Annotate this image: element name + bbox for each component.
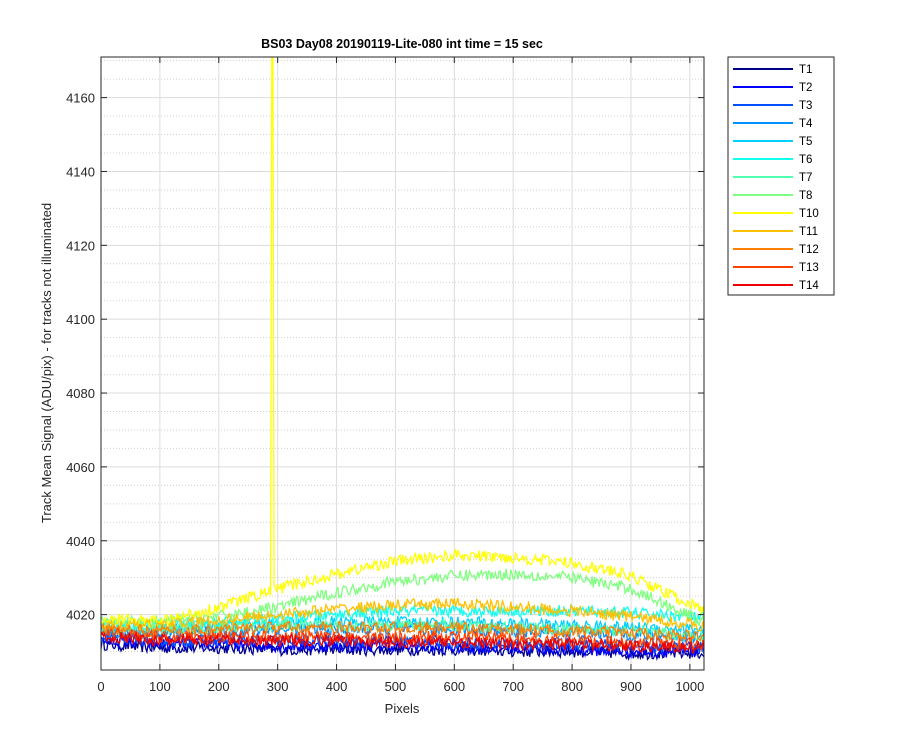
series-line-t7 bbox=[101, 617, 704, 645]
series-layer bbox=[101, 57, 704, 662]
major-gridlines bbox=[100, 57, 704, 670]
legend: T1 T2 T3 T4 T5 T6 T7 T8 T10 T11 T12 T13 T14 bbox=[727, 56, 835, 296]
y-tick-label: 4040 bbox=[66, 534, 95, 549]
x-tick-label: 0 bbox=[97, 679, 104, 694]
y-axis-ticks: 4020 4040 4060 4080 4100 4120 4140 4160 bbox=[66, 91, 704, 623]
legend-label-t10: T10 bbox=[799, 208, 819, 220]
x-axis-label: Pixels bbox=[385, 701, 420, 716]
y-tick-label: 4140 bbox=[66, 164, 95, 179]
x-tick-label: 600 bbox=[443, 679, 465, 694]
series-line-t14 bbox=[101, 631, 704, 655]
y-axis-label: Track Mean Signal (ADU/pix) - for tracks… bbox=[39, 203, 54, 523]
legend-label-t12: T12 bbox=[799, 244, 819, 256]
series-line-t4 bbox=[101, 621, 704, 645]
legend-label-t13: T13 bbox=[799, 262, 819, 274]
legend-label-t1: T1 bbox=[799, 64, 812, 76]
y-tick-label: 4080 bbox=[66, 386, 95, 401]
y-tick-label: 4020 bbox=[66, 608, 95, 623]
series-line-t12 bbox=[101, 619, 704, 643]
x-tick-label: 200 bbox=[208, 679, 230, 694]
x-tick-label: 1000 bbox=[675, 679, 704, 694]
legend-label-t3: T3 bbox=[799, 100, 812, 112]
x-tick-label: 400 bbox=[326, 679, 348, 694]
legend-label-t6: T6 bbox=[799, 154, 812, 166]
x-tick-label: 700 bbox=[502, 679, 524, 694]
legend-label-t5: T5 bbox=[799, 136, 812, 148]
legend-label-t8: T8 bbox=[799, 190, 812, 202]
x-tick-label: 900 bbox=[620, 679, 642, 694]
legend-label-t7: T7 bbox=[799, 172, 812, 184]
series-line-t2 bbox=[101, 634, 704, 660]
x-tick-label: 800 bbox=[561, 679, 583, 694]
x-tick-label: 500 bbox=[385, 679, 407, 694]
x-axis-ticks: 0 100 200 300 400 500 600 700 800 900 1000 bbox=[97, 57, 704, 694]
y-tick-label: 4100 bbox=[66, 312, 95, 327]
x-tick-label: 100 bbox=[149, 679, 171, 694]
legend-label-t11: T11 bbox=[799, 226, 818, 238]
y-tick-label: 4160 bbox=[66, 91, 95, 106]
axes-box bbox=[100, 56, 705, 671]
series-line-t11 bbox=[101, 597, 704, 633]
series-line-t10 bbox=[101, 57, 704, 629]
chart-title: BS03 Day08 20190119-Lite-080 int time = … bbox=[261, 37, 543, 51]
y-tick-label: 4120 bbox=[66, 238, 95, 253]
y-tick-label: 4060 bbox=[66, 460, 95, 475]
legend-label-t2: T2 bbox=[799, 82, 812, 94]
x-tick-label: 300 bbox=[267, 679, 289, 694]
legend-label-t4: T4 bbox=[799, 118, 813, 130]
legend-label-t14: T14 bbox=[799, 280, 819, 292]
